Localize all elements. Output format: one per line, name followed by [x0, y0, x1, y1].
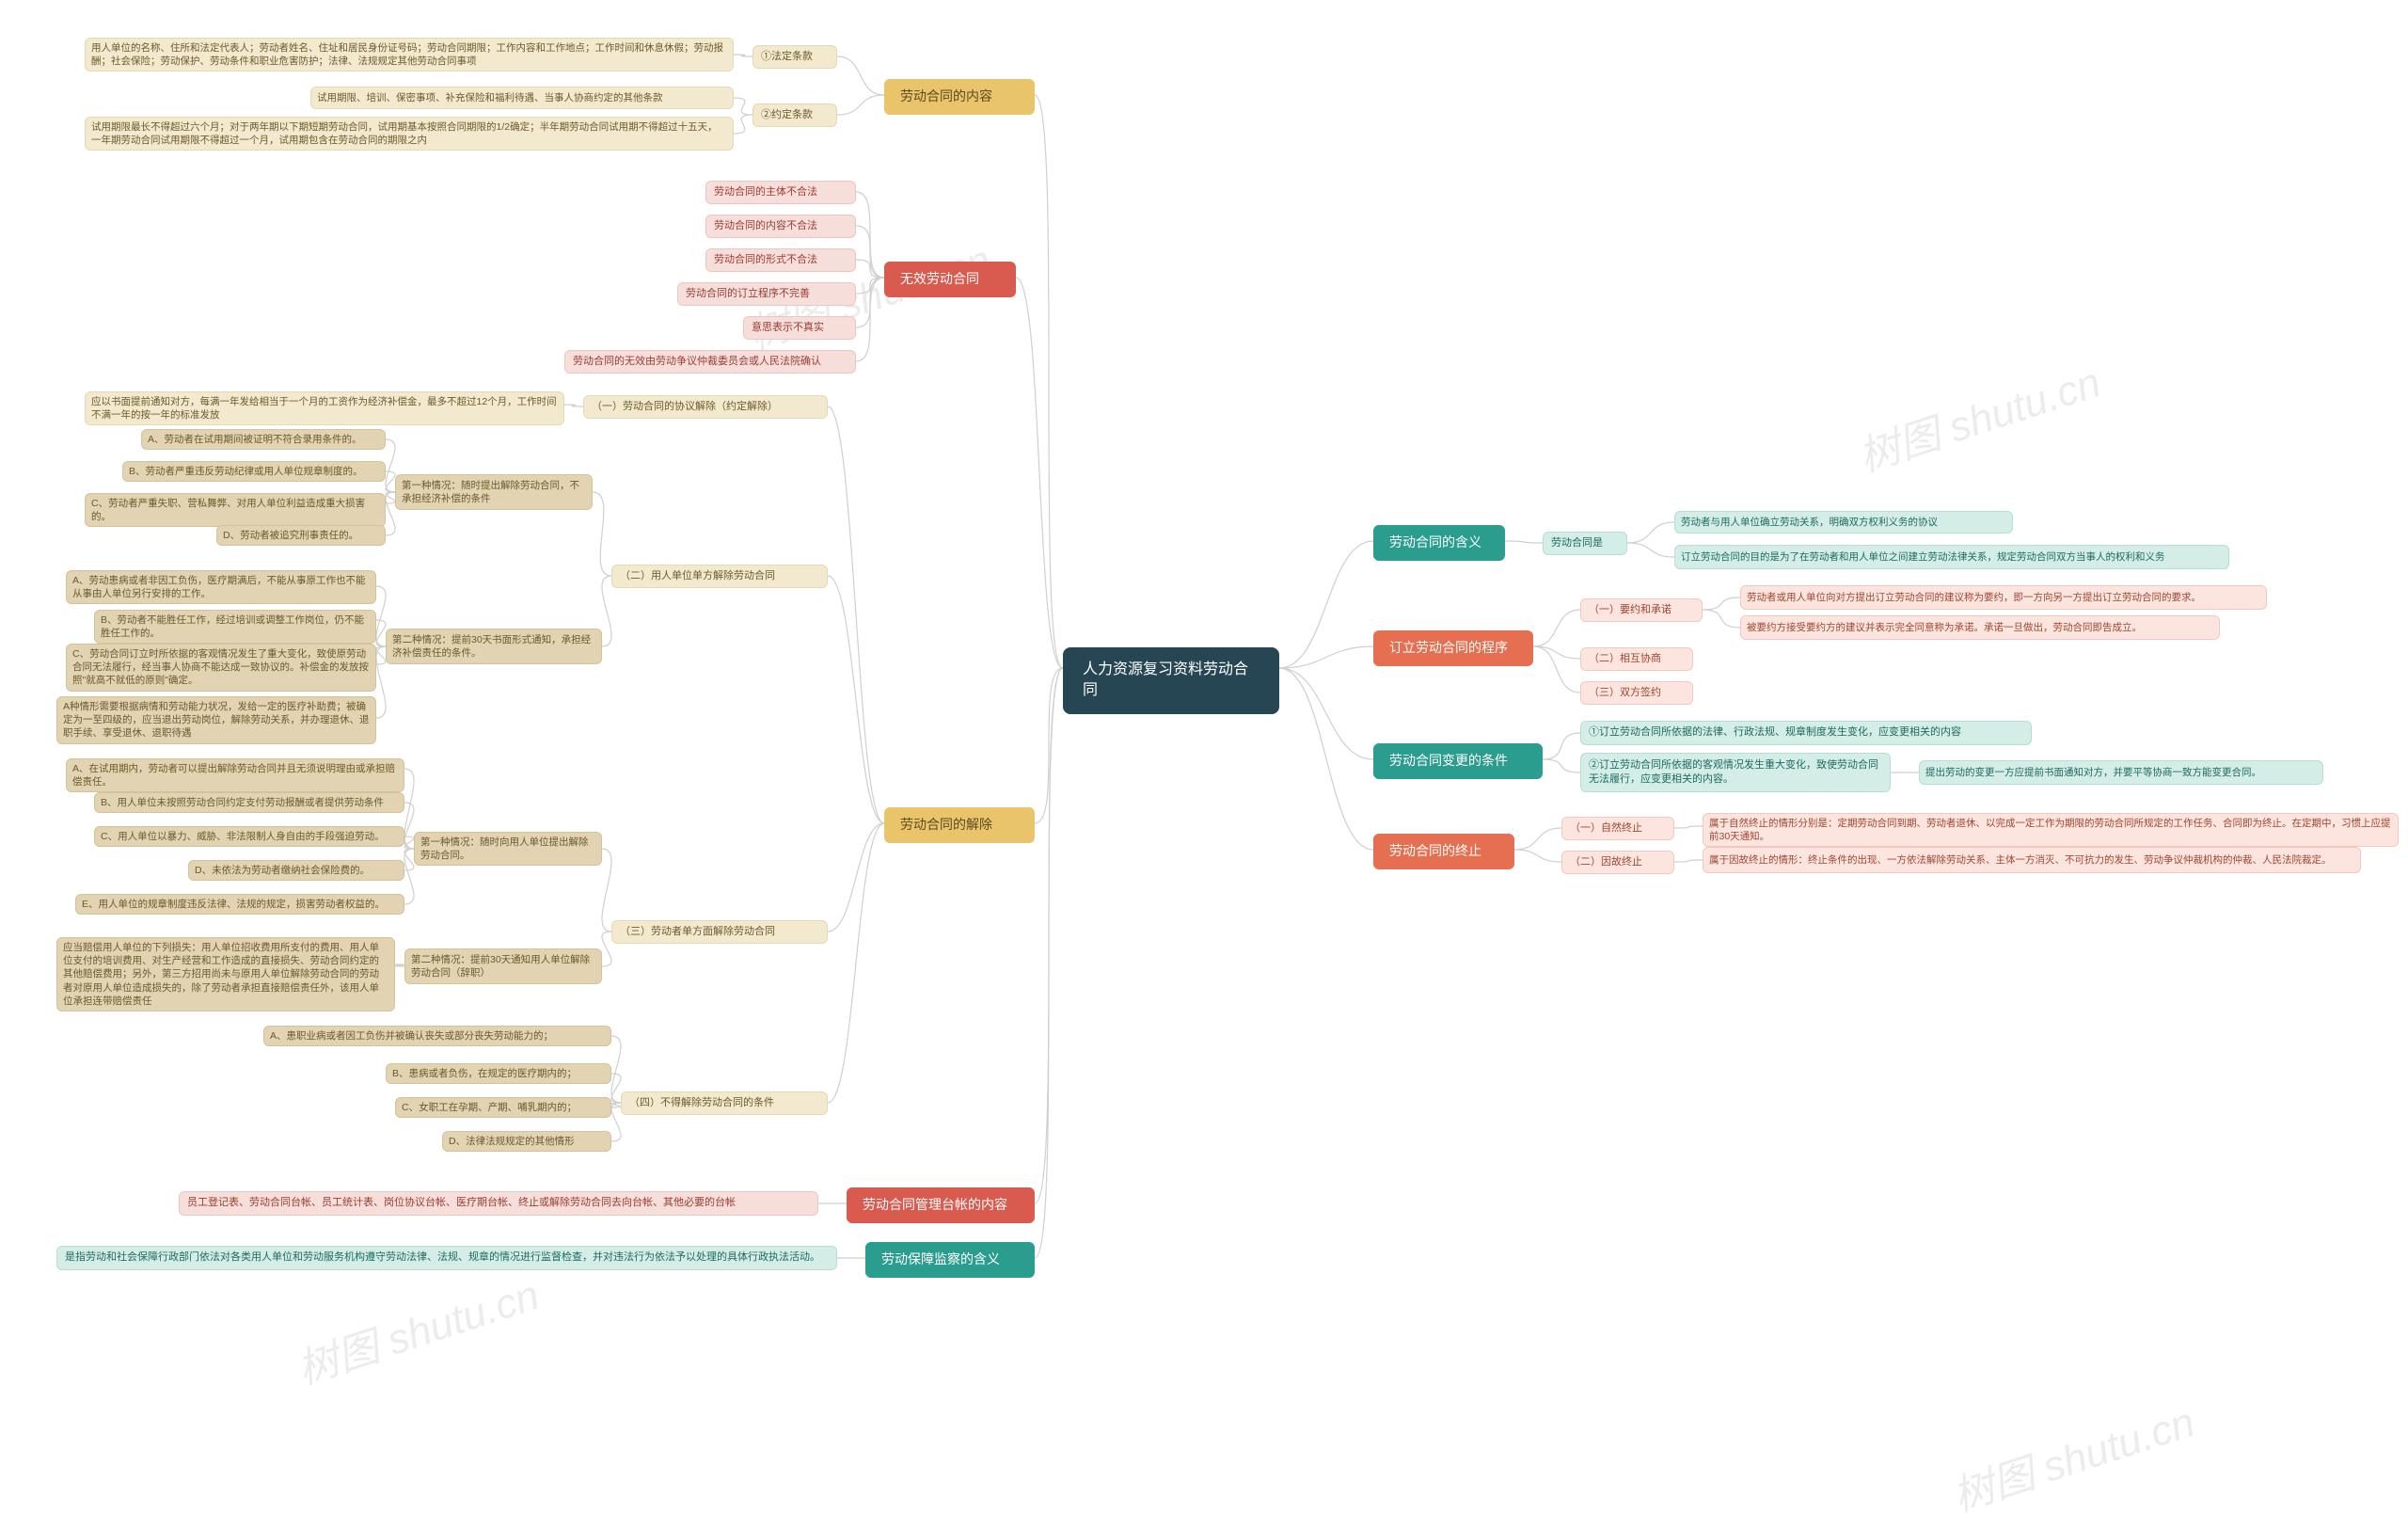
leaf-l-b3-1-1-0: A、劳动患病或者非因工负伤，医疗期满后，不能从事原工作也不能从事由人单位另行安排… [66, 570, 376, 604]
leaf-l-b3-3-0: A、患职业病或者因工负伤并被确认丧失或部分丧失劳动能力的； [263, 1026, 611, 1046]
leaf-l-b3-2-0-0: A、在试用期内，劳动者可以提出解除劳动合同并且无须说明理由或承担赔偿责任。 [66, 758, 404, 792]
branch-b4-r: 劳动合同的终止 [1373, 834, 1514, 869]
node-l-b2-2: 劳动合同的形式不合法 [705, 248, 856, 272]
node-r-b3-1: ②订立劳动合同所依据的客观情况发生重大变化，致使劳动合同无法履行，应变更相关的内… [1580, 753, 1891, 792]
leaf-l-b1-1-0: 试用期限、培训、保密事项、补充保险和福利待遇、当事人协商约定的其他条款 [310, 87, 734, 109]
branch-b4-l: 劳动合同管理台帐的内容 [847, 1187, 1035, 1223]
branch-b1-l: 劳动合同的内容 [884, 79, 1035, 115]
leaf-l-b3-2-1-0: 应当赔偿用人单位的下列损失：用人单位招收费用所支付的费用、用人单位支付的培训费用… [56, 937, 395, 1011]
leaf-r-b4-0-0: 属于自然终止的情形分别是：定期劳动合同到期、劳动者退休、以完成一定工作为期限的劳… [1703, 813, 2399, 847]
leaf-l-b1-1-1: 试用期限最长不得超过六个月；对于两年期以下期短期劳动合同，试用期基本按照合同期限… [85, 117, 734, 151]
leaf-l-b3-1-0-3: D、劳动者被追究刑事责任的。 [216, 525, 386, 546]
leaf-l-b3-1-0-0: A、劳动者在试用期间被证明不符合录用条件的。 [141, 429, 386, 450]
node-l-b3-3: （四）不得解除劳动合同的条件 [621, 1091, 828, 1115]
node-r-b3-0: ①订立劳动合同所依据的法律、行政法规、规章制度发生变化，应变更相关的内容 [1580, 721, 2032, 745]
leaf-l-b3-3-2: C、女职工在孕期、产期、哺乳期内的； [395, 1097, 611, 1118]
watermark: 树图 shutu.cn [1850, 348, 2107, 483]
node-l-b3-0: （一）劳动合同的协议解除（约定解除） [583, 395, 828, 419]
node-l-b3-1: （二）用人单位单方解除劳动合同 [611, 565, 828, 588]
leaf-l-b3-1-0: 第一种情况：随时提出解除劳动合同，不承担经济补偿的条件 [395, 474, 593, 510]
leaf-l-b3-3-3: D、法律法规规定的其他情形 [442, 1131, 611, 1152]
node-r-b2-0: （一）要约和承诺 [1580, 598, 1703, 622]
node-r-b2-2: （三）双方签约 [1580, 681, 1693, 705]
node-r-b1-0: 劳动合同是 [1543, 532, 1627, 555]
node-l-b2-0: 劳动合同的主体不合法 [705, 181, 856, 204]
leaf-l-b3-2-1: 第二种情况：提前30天通知用人单位解除劳动合同（辞职） [404, 948, 602, 984]
leaf-l-b3-2-0-2: C、用人单位以暴力、威胁、非法限制人身自由的手段强迫劳动。 [94, 826, 404, 847]
leaf-l-b3-0-0: 应以书面提前通知对方，每满一年发给相当于一个月的工资作为经济补偿金，最多不超过1… [85, 391, 564, 425]
node-l-b2-4: 意思表示不真实 [743, 316, 856, 340]
leaf-l-b3-1-1-2: C、劳动合同订立时所依据的客观情况发生了重大变化，致使原劳动合同无法履行，经当事… [66, 644, 376, 692]
leaf-l-b1-0-0: 用人单位的名称、住所和法定代表人；劳动者姓名、住址和居民身份证号码；劳动合同期限… [85, 38, 734, 72]
leaf-r-b2-0-1: 被要约方接受要约方的建议并表示完全同意称为承诺。承诺一旦做出，劳动合同即告成立。 [1740, 615, 2220, 640]
leaf-l-b3-1-1-3: A种情形需要根据病情和劳动能力状况，发给一定的医疗补助费；被确定为一至四级的，应… [56, 696, 376, 744]
root-node: 人力资源复习资料劳动合同 [1063, 647, 1279, 714]
node-l-b4-0: 员工登记表、劳动合同台帐、员工统计表、岗位协议台帐、医疗期台帐、终止或解除劳动合… [179, 1191, 818, 1216]
watermark: 树图 shutu.cn [1944, 1388, 2201, 1522]
node-r-b4-0: （一）自然终止 [1561, 817, 1674, 840]
leaf-l-b3-2-0-1: B、用人单位未按照劳动合同约定支付劳动报酬或者提供劳动条件 [94, 792, 404, 813]
node-l-b2-3: 劳动合同的订立程序不完善 [677, 282, 856, 306]
leaf-l-b3-1-0-1: B、劳动者严重违反劳动纪律或用人单位规章制度的。 [122, 461, 386, 482]
leaf-r-b1-0-1: 订立劳动合同的目的是为了在劳动者和用人单位之间建立劳动法律关系，规定劳动合同双方… [1674, 545, 2229, 569]
leaf-l-b3-2-0-4: E、用人单位的规章制度违反法律、法规的规定，损害劳动者权益的。 [75, 894, 404, 915]
leaf-l-b3-2-0-3: D、未依法为劳动者缴纳社会保险费的。 [188, 860, 404, 881]
leaf-r-b4-1-0: 属于因故终止的情形：终止条件的出现、一方依法解除劳动关系、主体一方消灭、不可抗力… [1703, 847, 2361, 873]
leaf-r-b1-0-0: 劳动者与用人单位确立劳动关系，明确双方权利义务的协议 [1674, 511, 2013, 534]
branch-b5-l: 劳动保障监察的含义 [865, 1242, 1035, 1278]
node-l-b3-2: （三）劳动者单方面解除劳动合同 [611, 920, 828, 944]
branch-b1-r: 劳动合同的含义 [1373, 525, 1505, 561]
node-l-b2-1: 劳动合同的内容不合法 [705, 215, 856, 238]
node-r-b2-1: （二）相互协商 [1580, 647, 1693, 671]
node-r-b4-1: （二）因故终止 [1561, 851, 1674, 874]
branch-b3-l: 劳动合同的解除 [884, 807, 1035, 843]
node-l-b2-5: 劳动合同的无效由劳动争议仲裁委员会或人民法院确认 [564, 350, 856, 374]
leaf-r-b3-1-0: 提出劳动的变更一方应提前书面通知对方，并要平等协商一致方能变更合同。 [1919, 760, 2323, 785]
watermark: 树图 shutu.cn [289, 1261, 546, 1395]
node-l-b1-0: ①法定条款 [752, 45, 837, 69]
leaf-r-b2-0-0: 劳动者或用人单位向对方提出订立劳动合同的建议称为要约，即一方向另一方提出订立劳动… [1740, 585, 2267, 610]
node-l-b5-0: 是指劳动和社会保障行政部门依法对各类用人单位和劳动服务机构遵守劳动法律、法规、规… [56, 1246, 837, 1270]
node-l-b1-1: ②约定条款 [752, 104, 837, 127]
leaf-l-b3-1-1: 第二种情况：提前30天书面形式通知，承担经济补偿责任的条件。 [386, 629, 602, 664]
branch-b2-l: 无效劳动合同 [884, 262, 1016, 297]
branch-b3-r: 劳动合同变更的条件 [1373, 743, 1543, 779]
leaf-l-b3-3-1: B、患病或者负伤，在规定的医疗期内的； [386, 1063, 611, 1084]
branch-b2-r: 订立劳动合同的程序 [1373, 630, 1533, 666]
leaf-l-b3-1-1-1: B、劳动者不能胜任工作，经过培训或调整工作岗位，仍不能胜任工作的。 [94, 610, 376, 644]
leaf-l-b3-2-0: 第一种情况：随时向用人单位提出解除劳动合同。 [414, 832, 602, 866]
leaf-l-b3-1-0-2: C、劳动者严重失职、营私舞弊、对用人单位利益造成重大损害的。 [85, 493, 386, 527]
